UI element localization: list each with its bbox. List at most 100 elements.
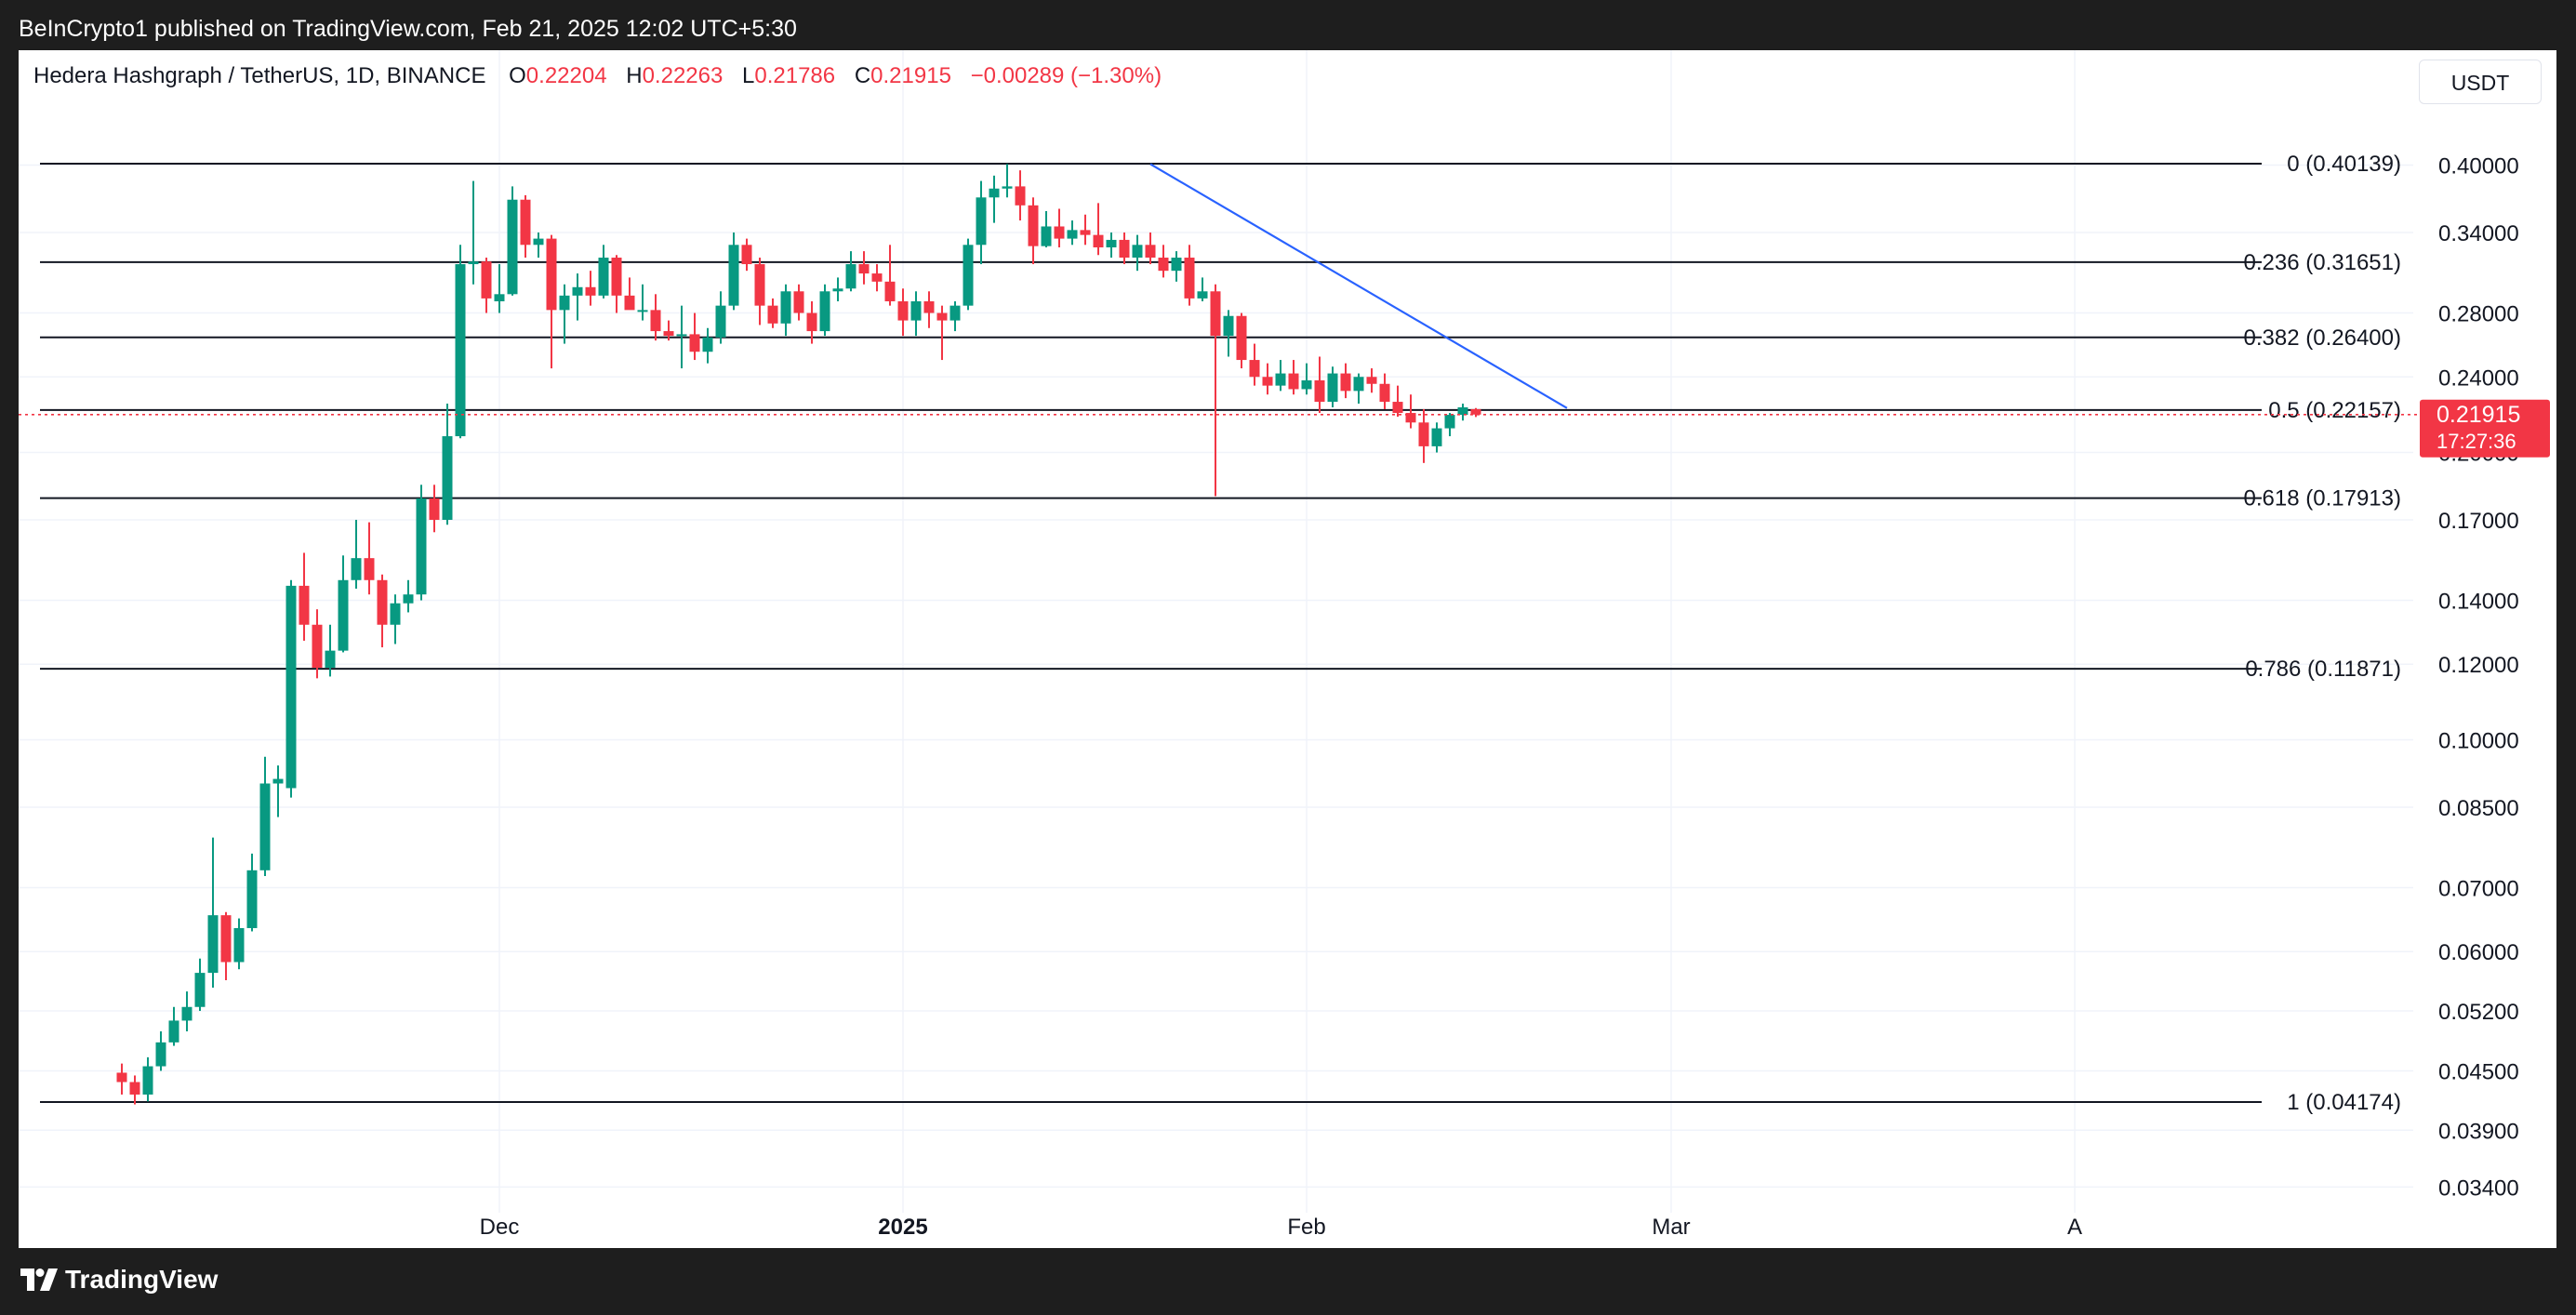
candle	[871, 264, 883, 292]
candle	[1353, 373, 1364, 405]
time-axis[interactable]: Dec 2025 Feb Mar A	[480, 1215, 2082, 1240]
candle-body	[142, 1066, 153, 1095]
candle-body	[533, 238, 544, 246]
candle	[168, 1006, 179, 1046]
candle-body	[1184, 258, 1195, 299]
candle-body	[312, 624, 323, 668]
candle	[1028, 197, 1039, 265]
candle	[1444, 413, 1455, 437]
candle-body	[403, 594, 414, 604]
candle-body	[598, 258, 609, 296]
candle-body	[624, 295, 635, 311]
candle-body	[1405, 413, 1416, 423]
symbol-title[interactable]: Hedera Hashgraph / TetherUS, 1D, BINANCE	[33, 63, 486, 88]
candle-body	[520, 199, 531, 246]
candle-body	[1470, 408, 1481, 415]
price-tick-label: 0.07000	[2438, 877, 2519, 902]
candle-body	[1275, 373, 1286, 386]
candle	[1249, 343, 1260, 386]
candle	[116, 1063, 127, 1095]
time-tick-label: Mar	[1652, 1215, 1690, 1240]
candle-body	[793, 291, 804, 313]
low-label: L	[742, 63, 755, 88]
symbol-legend[interactable]: Hedera Hashgraph / TetherUS, 1D, BINANCE…	[33, 63, 1175, 89]
candle	[715, 291, 726, 344]
price-tick-label: 0.03400	[2438, 1176, 2519, 1201]
candle	[676, 305, 687, 369]
candle-body	[1054, 226, 1065, 239]
time-tick-label: Feb	[1287, 1215, 1325, 1240]
candle-body	[468, 261, 479, 265]
candle	[351, 519, 362, 589]
candle	[806, 300, 817, 344]
candle-body	[246, 870, 258, 928]
time-tick-label: 2025	[878, 1215, 927, 1240]
tradingview-logo-icon	[20, 1269, 58, 1291]
candle	[325, 624, 336, 677]
candle-body	[923, 300, 935, 313]
fibonacci-retracement[interactable]: 0 (0.40139) 0.236 (0.31651) 0.382 (0.26400…	[40, 152, 2401, 1115]
candle	[963, 238, 974, 311]
candle	[1171, 251, 1182, 282]
candle-body	[155, 1042, 166, 1067]
candle	[1080, 214, 1091, 246]
candle-body	[116, 1072, 127, 1083]
candle-countdown: 17:27:36	[2437, 430, 2516, 453]
chart-panel[interactable]: 0 (0.40139) 0.236 (0.31651) 0.382 (0.26400…	[19, 50, 2556, 1248]
candle-body	[663, 331, 674, 337]
candle	[364, 522, 375, 595]
candle-body	[442, 436, 453, 520]
candle-body	[1418, 422, 1429, 446]
candle	[272, 765, 284, 817]
descending-trendline[interactable]	[1149, 163, 1568, 409]
last-price-tag: 0.21915 17:27:36	[2420, 399, 2550, 458]
candle-body	[1145, 245, 1156, 259]
candle	[728, 232, 739, 311]
price-tick-label: 0.05200	[2438, 1000, 2519, 1025]
last-price-tag-background	[2420, 399, 2550, 458]
candle	[442, 404, 453, 525]
candle-body	[767, 305, 778, 324]
candle	[390, 594, 401, 644]
candle-body	[1457, 407, 1468, 416]
price-tick-label: 0.34000	[2438, 221, 2519, 246]
chart-grid	[19, 50, 2413, 1213]
candle-body	[884, 281, 896, 301]
candle	[1067, 220, 1078, 246]
candle	[259, 756, 271, 876]
close-label: C	[854, 63, 871, 88]
candlestick-chart[interactable]: 0 (0.40139) 0.236 (0.31651) 0.382 (0.26400…	[19, 50, 2556, 1248]
fib-level-label: 0.618 (0.17913)	[2244, 486, 2401, 511]
candle-body	[715, 305, 726, 338]
candle	[129, 1075, 140, 1105]
candle	[285, 579, 297, 798]
candle	[1015, 170, 1026, 221]
candle-body	[129, 1082, 140, 1095]
fib-level-label: 0.786 (0.11871)	[2245, 657, 2401, 682]
currency-button[interactable]: USDT	[2419, 60, 2542, 104]
candle-body	[1041, 226, 1052, 246]
candle	[1288, 360, 1299, 395]
price-axis[interactable]: 0.400000.340000.280000.240000.200000.170…	[2438, 154, 2519, 1202]
candle	[1093, 203, 1104, 256]
candle-body	[1002, 186, 1013, 189]
candle	[910, 291, 922, 337]
candle	[299, 552, 310, 641]
candle-body	[963, 245, 974, 306]
candle-body	[1197, 291, 1208, 299]
candle-body	[741, 245, 752, 265]
price-tick-label: 0.14000	[2438, 590, 2519, 615]
candle	[897, 288, 909, 337]
candle	[1340, 363, 1351, 399]
candle-body	[559, 295, 570, 311]
candle	[741, 238, 752, 272]
tradingview-brand[interactable]: TradingView	[20, 1265, 218, 1295]
candle	[1197, 277, 1208, 301]
candle	[1262, 363, 1273, 395]
candle	[585, 271, 596, 306]
high-label: H	[626, 63, 643, 88]
candle-body	[1028, 205, 1039, 246]
price-tick-label: 0.12000	[2438, 653, 2519, 678]
candle-body	[637, 310, 648, 312]
publisher-line: BeInCrypto1 published on TradingView.com…	[19, 16, 797, 42]
